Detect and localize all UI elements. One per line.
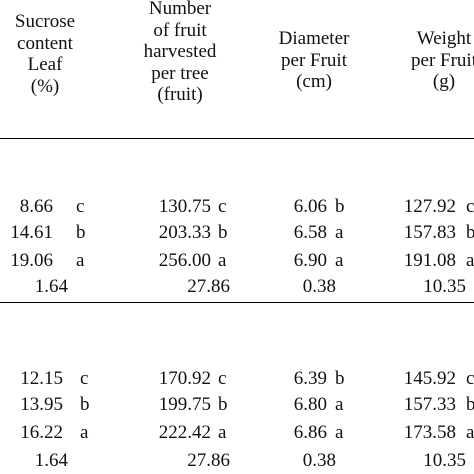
weight-value: 173.58: [403, 422, 456, 443]
diameter-value: 6.90: [293, 250, 327, 271]
sucrose-letter: b: [76, 222, 86, 243]
sucrose-lsd: 1.64: [34, 450, 68, 471]
fruit-lsd: 27.86: [187, 276, 230, 297]
weight-value: 127.92: [403, 196, 456, 217]
sucrose-value: 13.95: [20, 394, 63, 415]
weight-letter: b: [466, 394, 474, 415]
fruit-value: 203.33: [158, 222, 211, 243]
diameter-value: 6.06: [293, 196, 327, 217]
sucrose-value: 8.66: [19, 196, 53, 217]
sucrose-letter: c: [76, 196, 85, 217]
fruit-value: 256.00: [158, 250, 211, 271]
fruit-value: 170.92: [158, 368, 211, 389]
diameter-letter: a: [335, 222, 344, 243]
diameter-lsd: 0.38: [302, 276, 336, 297]
fruit-letter: b: [218, 222, 228, 243]
header-rule: [0, 138, 474, 139]
sucrose-value: 14.61: [10, 222, 53, 243]
weight-lsd: 10.35: [423, 276, 466, 297]
fruit-letter: a: [218, 250, 227, 271]
fruit-letter: b: [218, 394, 228, 415]
diameter-value: 6.86: [293, 422, 327, 443]
sucrose-value: 19.06: [10, 250, 53, 271]
weight-value: 157.33: [403, 394, 456, 415]
weight-value: 191.08: [403, 250, 456, 271]
fruit-letter: c: [218, 196, 227, 217]
sucrose-letter: a: [76, 250, 85, 271]
fruit-letter: c: [218, 368, 227, 389]
header-diameter: Diameter per Fruit (cm): [278, 28, 350, 92]
group-rule: [0, 302, 474, 303]
fruit-value: 199.75: [158, 394, 211, 415]
header-weight: Weight per Fruit (g): [411, 28, 474, 92]
weight-letter: a: [466, 422, 474, 443]
diameter-lsd: 0.38: [302, 450, 336, 471]
weight-value: 145.92: [403, 368, 456, 389]
fruit-lsd: 27.86: [187, 450, 230, 471]
sucrose-value: 16.22: [20, 422, 63, 443]
weight-letter: c: [466, 196, 474, 217]
diameter-letter: a: [335, 394, 344, 415]
sucrose-value: 12.15: [20, 368, 63, 389]
fruit-letter: a: [218, 422, 227, 443]
diameter-letter: a: [335, 250, 344, 271]
sucrose-letter: b: [80, 394, 90, 415]
header-sucrose: Sucrose content Leaf (%): [14, 11, 76, 97]
sucrose-letter: a: [80, 422, 89, 443]
weight-value: 157.83: [403, 222, 456, 243]
diameter-letter: a: [335, 422, 344, 443]
weight-letter: b: [466, 222, 474, 243]
fruit-value: 222.42: [158, 422, 211, 443]
diameter-value: 6.80: [293, 394, 327, 415]
diameter-letter: b: [335, 196, 345, 217]
diameter-letter: b: [335, 368, 345, 389]
header-fruit-count: Number of fruit harvested per tree (frui…: [143, 0, 217, 105]
fruit-value: 130.75: [158, 196, 211, 217]
diameter-value: 6.39: [293, 368, 327, 389]
diameter-value: 6.58: [293, 222, 327, 243]
weight-letter: a: [466, 250, 474, 271]
weight-letter: c: [466, 368, 474, 389]
sucrose-letter: c: [80, 368, 89, 389]
sucrose-lsd: 1.64: [34, 276, 68, 297]
weight-lsd: 10.35: [423, 450, 466, 471]
